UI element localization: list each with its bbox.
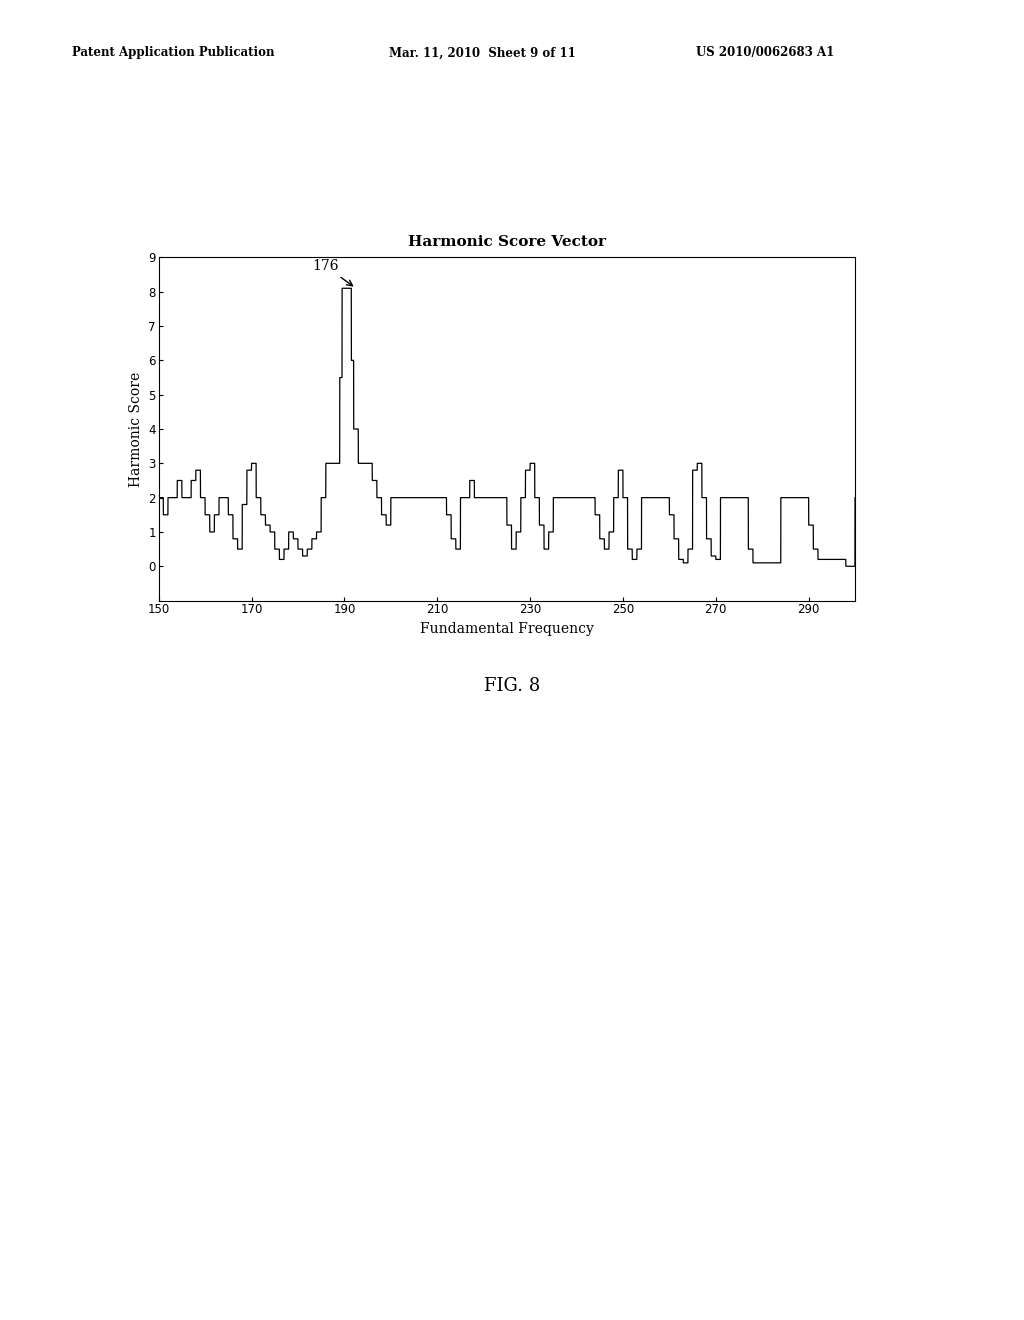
Text: FIG. 8: FIG. 8: [484, 677, 540, 696]
Text: US 2010/0062683 A1: US 2010/0062683 A1: [696, 46, 835, 59]
Text: Mar. 11, 2010  Sheet 9 of 11: Mar. 11, 2010 Sheet 9 of 11: [389, 46, 575, 59]
Text: Patent Application Publication: Patent Application Publication: [72, 46, 274, 59]
Text: 176: 176: [312, 259, 352, 285]
Y-axis label: Harmonic Score: Harmonic Score: [129, 371, 143, 487]
Title: Harmonic Score Vector: Harmonic Score Vector: [408, 235, 606, 249]
X-axis label: Fundamental Frequency: Fundamental Frequency: [420, 622, 594, 636]
